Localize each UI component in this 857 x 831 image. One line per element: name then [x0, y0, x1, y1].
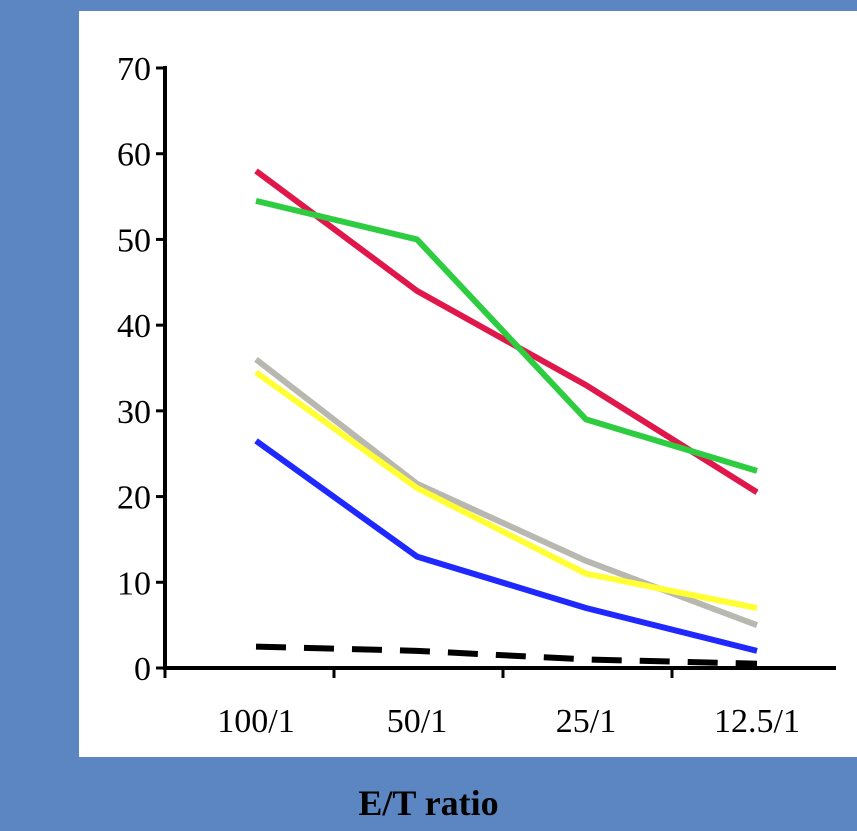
x-tick-label: 50/1: [387, 703, 447, 740]
x-tick-label: 12.5/1: [714, 703, 800, 740]
y-tick-label: 70: [117, 51, 151, 88]
x-tick-label: 100/1: [217, 703, 294, 740]
y-tick-label: 60: [117, 137, 151, 174]
series-line-4: [254, 369, 758, 611]
y-tick-label: 50: [117, 222, 151, 259]
series-line-1: [254, 168, 759, 495]
y-tick-label: 40: [117, 308, 151, 345]
series-line-6: [255, 643, 758, 667]
y-tick-label: 10: [117, 565, 151, 602]
y-tick-label: 20: [117, 480, 151, 517]
y-tick-label: 0: [134, 651, 151, 688]
x-tick-label: 25/1: [556, 703, 616, 740]
series-line-2: [255, 197, 758, 474]
y-tick-label: 30: [117, 394, 151, 431]
x-axis-title: E/T ratio: [358, 783, 499, 823]
series-line-5: [254, 438, 758, 654]
